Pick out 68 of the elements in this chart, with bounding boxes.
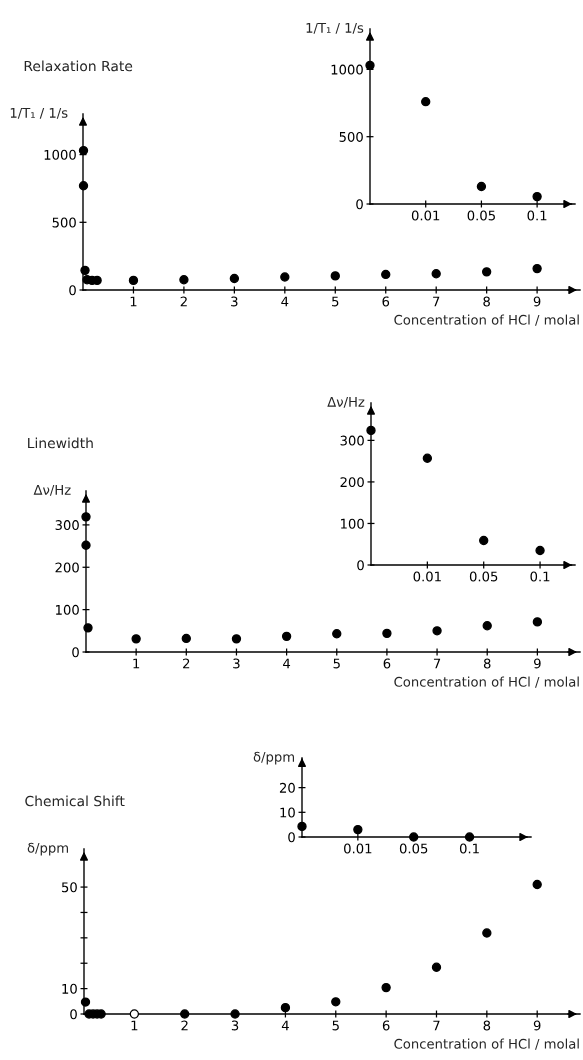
y-tick-label: 100: [341, 518, 364, 529]
x-tick-label: 6: [382, 1020, 390, 1031]
y-tick-label: 500: [339, 131, 363, 142]
x-tick-label: 4: [283, 658, 291, 669]
x-tick-label: 2: [181, 1020, 188, 1031]
x-tick-label: 9: [533, 296, 541, 307]
x-tick-label: 5: [332, 1020, 339, 1031]
x-tick-label: 0.01: [411, 210, 440, 221]
chart-title: Relaxation Rate: [24, 60, 133, 72]
y-tick-label: 0: [288, 832, 295, 843]
y-axis-title: Δν/Hz: [327, 397, 365, 408]
y-tick-label: 20: [279, 782, 295, 793]
x-tick-label: 1: [131, 1020, 138, 1031]
x-tick-label: 0.1: [459, 843, 479, 854]
y-tick-label: 0: [356, 199, 363, 210]
y-tick-label: 500: [52, 217, 76, 228]
x-axis-title: Concentration of HCl / molal: [394, 1038, 579, 1050]
y-tick-label: 300: [55, 520, 79, 531]
x-tick-label: 0.05: [399, 843, 428, 854]
x-tick-label: 3: [231, 296, 238, 307]
x-tick-label: 0.1: [527, 210, 547, 221]
y-tick-label: 0: [69, 285, 76, 296]
y-axis-title: δ/ppm: [27, 842, 68, 856]
x-tick-label: 2: [183, 658, 190, 669]
y-tick-label: 0: [357, 560, 364, 571]
x-tick-label: 8: [483, 1020, 491, 1031]
chart-title: Chemical Shift: [25, 795, 125, 807]
x-tick-label: 4: [281, 296, 289, 307]
x-tick-label: 3: [231, 1020, 239, 1031]
y-axis-title: 1/T₁ / 1/s: [306, 23, 364, 34]
y-tick-label: 300: [340, 435, 364, 446]
y-tick-label: 0: [70, 1009, 77, 1020]
x-tick-label: 7: [433, 1020, 440, 1031]
x-tick-label: 6: [383, 658, 391, 669]
x-tick-label: 2: [180, 296, 187, 307]
x-axis-title: Concentration of HCl / molal: [394, 676, 579, 688]
x-tick-label: 6: [382, 296, 390, 307]
x-tick-label: 9: [533, 1020, 541, 1031]
y-tick-label: 100: [56, 604, 79, 615]
x-tick-label: 3: [233, 658, 240, 669]
x-tick-label: 7: [433, 296, 440, 307]
x-axis-title: Concentration of HCl / molal: [394, 314, 579, 326]
y-tick-label: 10: [62, 983, 77, 994]
y-axis-title: Δν/Hz: [33, 485, 71, 496]
y-axis-title: δ/ppm: [253, 751, 295, 765]
x-tick-label: 0.01: [344, 843, 372, 854]
y-tick-label: 1000: [44, 149, 76, 160]
x-tick-label: 5: [333, 658, 340, 669]
x-tick-label: 8: [483, 658, 491, 669]
chart-title: Linewidth: [28, 437, 93, 449]
x-tick-label: 4: [281, 1020, 289, 1031]
y-tick-label: 200: [55, 562, 79, 573]
y-tick-label: 10: [280, 807, 295, 818]
y-tick-label: 0: [72, 647, 79, 658]
y-tick-label: 200: [340, 477, 364, 488]
x-tick-label: 0.01: [413, 571, 441, 582]
x-tick-label: 5: [332, 296, 339, 307]
x-tick-label: 0.1: [530, 571, 550, 582]
y-axis-title: 1/T₁ / 1/s: [10, 108, 68, 119]
x-tick-label: 8: [483, 296, 490, 307]
y-tick-label: 50: [61, 882, 77, 893]
x-tick-label: 0.05: [469, 571, 498, 582]
y-tick-label: 1000: [331, 64, 363, 75]
x-tick-label: 1: [130, 296, 137, 307]
x-tick-label: 1: [133, 658, 140, 669]
x-tick-label: 7: [433, 658, 441, 669]
x-tick-label: 0.05: [467, 210, 495, 221]
x-tick-label: 9: [534, 658, 541, 669]
